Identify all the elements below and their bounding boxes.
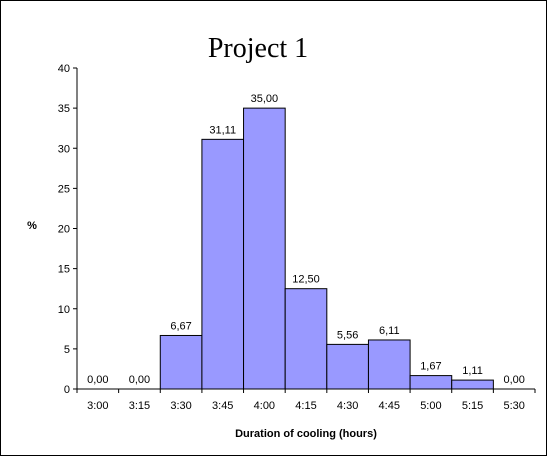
x-tick-label: 3:00 (87, 400, 108, 412)
y-axis: 0 5 10 15 20 25 30 35 40 (58, 63, 78, 396)
x-tick-label: 5:30 (503, 400, 524, 412)
bar-value-label: 35,00 (251, 93, 279, 105)
bar-value-label: 1,67 (420, 361, 441, 373)
x-tick-label: 5:15 (462, 400, 483, 412)
chart-title: Project 1 (208, 33, 308, 64)
x-tick-label: 4:00 (254, 400, 275, 412)
bars (159, 107, 494, 390)
y-tick-label: 20 (58, 224, 70, 236)
bar-value-label: 31,11 (209, 124, 236, 136)
bar (284, 288, 328, 390)
bar (451, 379, 494, 390)
y-tick-label: 30 (58, 143, 70, 155)
bar-value-label: 6,67 (170, 320, 191, 332)
bar-value-label: 1,11 (462, 365, 483, 377)
x-tick-label: 4:45 (379, 400, 400, 412)
bar (243, 107, 286, 390)
y-tick-label: 35 (58, 103, 70, 115)
y-tick-label: 25 (58, 183, 70, 195)
bar-value-label: 6,11 (379, 325, 400, 337)
bar (326, 343, 369, 390)
bar-value-label: 0,00 (87, 374, 108, 386)
x-axis-label: Duration of cooling (hours) (235, 428, 377, 440)
x-tick-label: 3:30 (170, 400, 191, 412)
bar-value-label: 12,50 (292, 274, 320, 286)
x-tick-label: 4:30 (337, 400, 358, 412)
bar-value-label: 0,00 (129, 374, 150, 386)
y-tick-label: 0 (64, 384, 70, 396)
y-axis-label: % (27, 220, 37, 232)
y-tick-label: 10 (58, 304, 70, 316)
bar-value-label: 0,00 (503, 374, 524, 386)
bar (159, 334, 203, 390)
y-tick-label: 40 (58, 63, 70, 75)
bar-value-label: 5,56 (337, 329, 358, 341)
bar (409, 375, 453, 390)
bar (201, 138, 245, 390)
x-tick-label: 3:15 (129, 400, 150, 412)
x-tick-label: 3:45 (212, 400, 233, 412)
y-tick-label: 15 (58, 264, 70, 276)
y-tick-label: 5 (64, 344, 70, 356)
value-labels: 0,00 0,00 6,67 31,11 35,00 12,50 5,56 6,11 1,67 1… (87, 93, 525, 386)
x-tick-label: 4:15 (295, 400, 316, 412)
x-tick-label: 5:00 (420, 400, 441, 412)
x-axis: 3:00 3:15 3:30 3:45 4:00 4:15 4:30 4:45 5:00 5:15… (76, 388, 536, 412)
bar (367, 339, 411, 390)
